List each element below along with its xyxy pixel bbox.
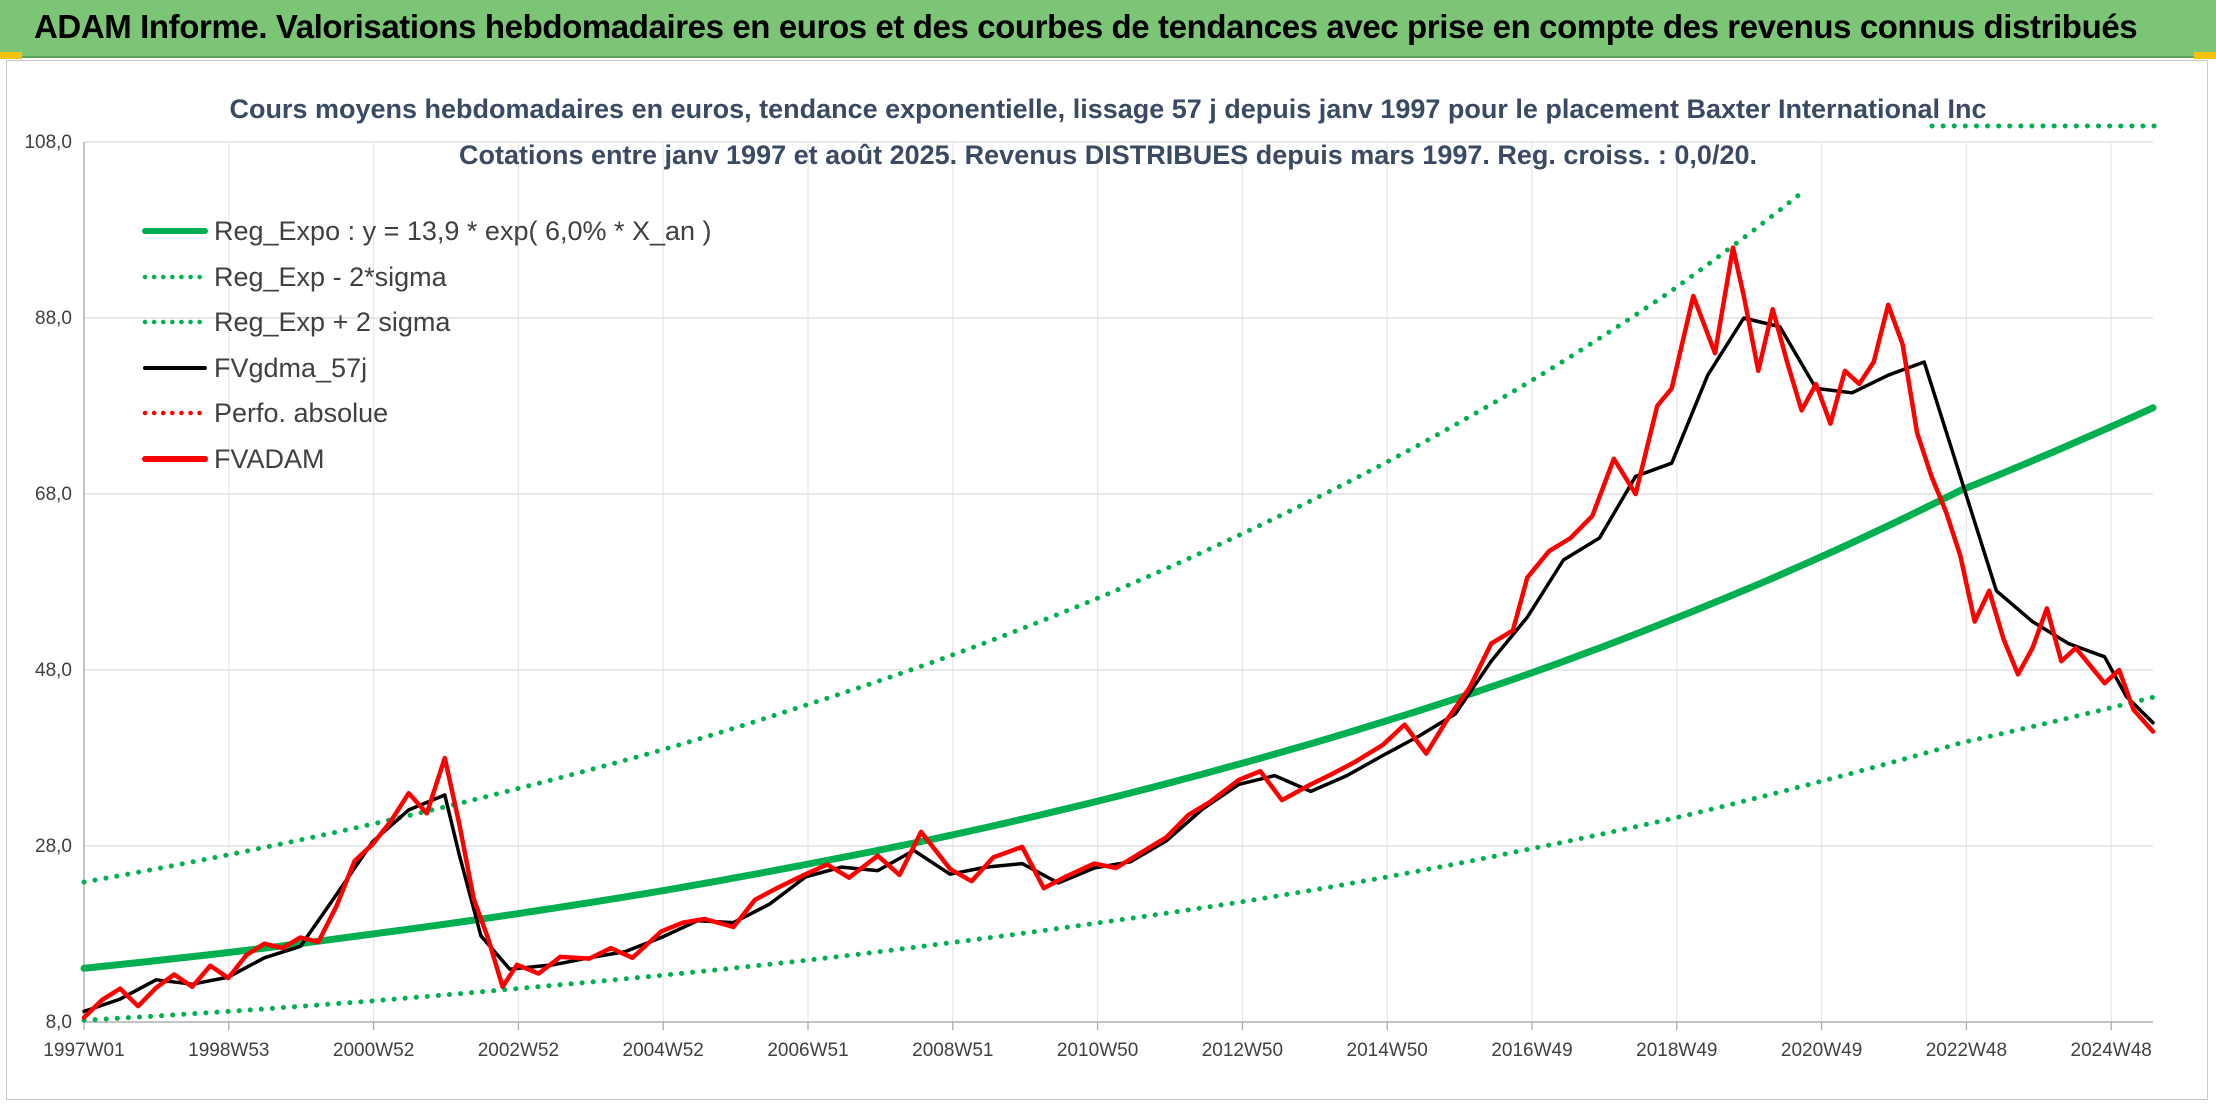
legend-label: Reg_Expo : y = 13,9 * exp( 6,0% * X_an ) [214, 216, 712, 246]
x-tick-label: 2000W52 [333, 1040, 414, 1061]
series-line-fvgdma-57j [82, 316, 2155, 1014]
x-tick-label: 2006W51 [767, 1040, 848, 1061]
legend-label: FVADAM [214, 443, 325, 474]
x-tick-label: 2024W48 [2071, 1040, 2152, 1061]
corner-accent-right [2194, 52, 2216, 59]
x-tick-label: 2014W50 [1347, 1040, 1428, 1061]
y-tick-label: 8,0 [46, 1012, 72, 1033]
x-tick-label: 1998W53 [188, 1040, 269, 1061]
legend-swatch [142, 319, 208, 325]
x-tick-label: 1997W01 [43, 1040, 124, 1061]
legend-swatch [142, 411, 208, 416]
report-banner-title: ADAM Informe. Valorisations hebdomadaire… [34, 8, 2138, 45]
legend-label: Reg_Exp - 2*sigma [214, 261, 447, 292]
series-line-reg-expo [80, 404, 2157, 972]
x-tick-label: 2008W51 [912, 1040, 993, 1061]
corner-accent-left [0, 52, 22, 59]
x-tick-label: 2012W50 [1202, 1040, 1283, 1061]
x-tick-label: 2020W49 [1781, 1040, 1862, 1061]
chart-title-line-1: Cours moyens hebdomadaires en euros, ten… [229, 94, 1987, 124]
y-tick-label: 68,0 [35, 484, 72, 505]
report-banner: ADAM Informe. Valorisations hebdomadaire… [0, 0, 2216, 58]
legend-label: Reg_Exp + 2 sigma [214, 307, 451, 338]
legend-swatch [142, 274, 208, 279]
x-tick-label: 2002W52 [478, 1040, 559, 1061]
x-tick-label: 2018W49 [1636, 1040, 1717, 1061]
series-line-fvadam [81, 245, 2156, 1020]
legend-swatch [142, 228, 208, 234]
x-tick-label: 2004W52 [623, 1040, 704, 1061]
y-tick-label: 28,0 [35, 836, 72, 857]
legend-label: FVgdma_57j [214, 352, 368, 383]
legend-swatch [142, 455, 208, 462]
chart-title-line-2: Cotations entre janv 1997 et août 2025. … [458, 140, 1757, 170]
x-tick-label: 2016W49 [1491, 1040, 1572, 1061]
x-tick-label: 2022W48 [1926, 1040, 2007, 1061]
series-line-reg-exp-minus-2sigma [81, 694, 2156, 1023]
y-tick-label: 48,0 [35, 660, 72, 681]
legend-label: Perfo. absolue [214, 398, 389, 429]
y-tick-label: 88,0 [35, 308, 72, 329]
y-tick-label: 108,0 [24, 132, 72, 153]
x-tick-label: 2010W50 [1057, 1040, 1138, 1061]
series-line-reg-exp-plus-2sigma [81, 193, 1801, 885]
legend-swatch [143, 365, 207, 370]
chart-frame [6, 60, 2208, 1100]
